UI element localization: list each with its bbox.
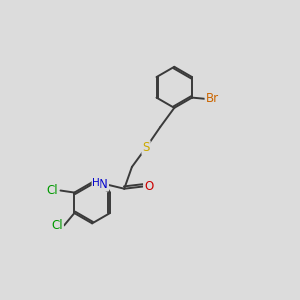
Text: Cl: Cl (46, 184, 58, 197)
Text: Br: Br (206, 92, 219, 105)
Text: N: N (99, 178, 108, 190)
Text: H: H (92, 178, 100, 188)
Text: S: S (142, 141, 150, 154)
Text: Cl: Cl (51, 219, 63, 232)
Text: O: O (144, 180, 153, 193)
